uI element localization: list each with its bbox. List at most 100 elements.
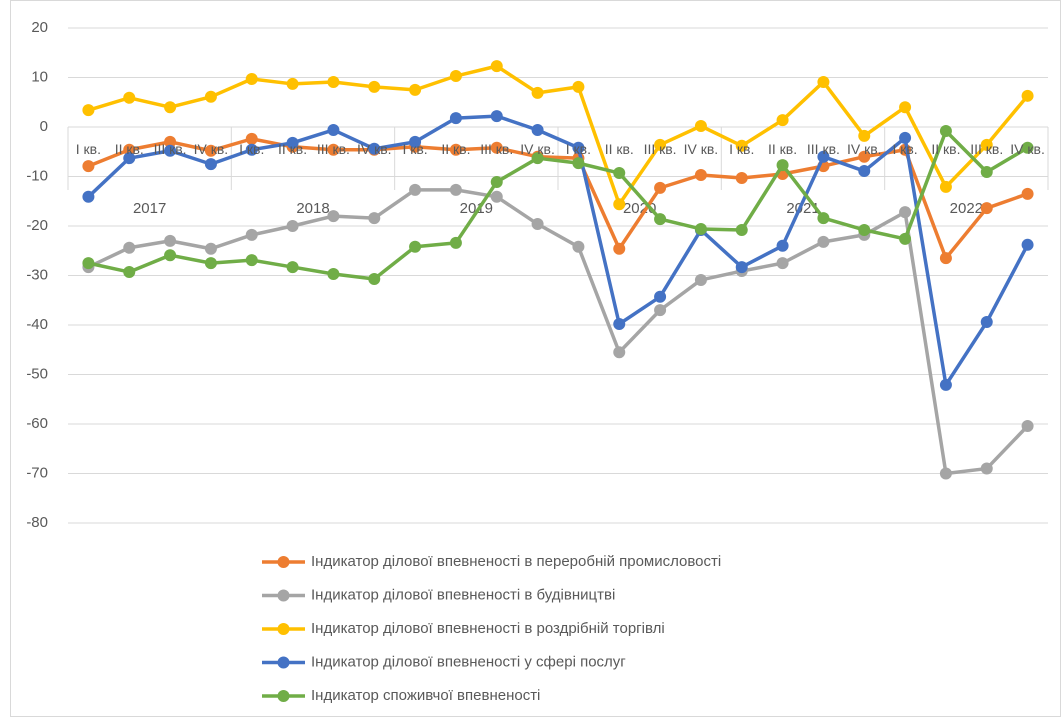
legend-marker [277,656,290,669]
series-marker [409,135,422,148]
legend-label: Індикатор споживчої впевненості [311,687,540,704]
series-marker [286,220,299,232]
y-tick-label: -70 [26,464,48,481]
x-tick-label: IV кв. [683,141,719,157]
series-marker [613,198,626,211]
series-marker [817,235,830,248]
series-marker [123,91,136,104]
x-tick-label: IV кв. [356,141,392,157]
series-marker [572,141,585,154]
series-marker [939,378,952,391]
series-marker [980,202,993,215]
y-tick-label: -60 [26,415,48,432]
series-marker [204,158,217,171]
series-line [87,188,1029,476]
y-tick-label: -20 [26,217,48,234]
x-tick-label: III кв. [316,141,350,157]
x-tick-label: II кв. [278,141,308,157]
series-marker [490,60,503,73]
legend-label: Індикатор ділової впевненості у сфері по… [311,653,626,670]
series-marker [327,143,340,156]
series-marker [327,210,340,223]
series-marker [368,80,381,93]
series-marker [490,175,503,188]
series-marker [245,254,258,267]
x-tick-label: IV кв. [193,141,229,157]
series-marker [572,240,585,253]
series-marker [531,152,544,165]
series-marker [368,212,381,225]
series-marker [164,144,177,157]
series-marker [368,142,381,155]
x-tick-label: I кв. [892,141,918,157]
series-line [87,114,1030,387]
series-marker [776,114,789,127]
series-marker [980,462,993,475]
series-marker [164,249,177,262]
series-marker [654,181,667,194]
group-label: 2022 [950,200,983,217]
series-marker [654,304,667,317]
series-marker [1021,141,1034,154]
series-marker [939,467,952,480]
series-marker [245,228,258,241]
series-line [88,129,1029,281]
series-marker [1021,89,1034,102]
series-marker [327,75,340,88]
x-tick-label: III кв. [480,141,514,157]
series-marker [776,239,789,252]
series-marker [694,120,707,133]
series-line [87,64,1029,206]
series-marker [654,213,667,226]
series-marker [858,165,871,178]
series-marker [204,242,217,255]
y-tick-label: 10 [31,68,48,85]
series-marker [327,268,340,281]
chart-frame [10,0,1061,717]
x-tick-label: I кв. [239,141,265,157]
series-marker [694,169,707,182]
series-marker [123,241,136,254]
y-tick-label: -80 [26,514,48,531]
series-marker [817,150,830,163]
legend-marker [277,556,290,568]
series-marker [572,80,585,93]
series-marker [286,136,299,149]
series-marker [613,346,626,359]
x-tick-label: II кв. [768,141,798,157]
series-marker [735,139,748,152]
series-marker [899,232,912,245]
series-marker [980,166,993,179]
x-tick-label: I кв. [402,141,428,157]
x-tick-label: III кв. [153,141,187,157]
series-marker [531,123,544,136]
series-marker [449,183,462,196]
x-tick-label: IV кв. [1010,141,1045,157]
series-marker [1021,238,1034,251]
series-marker [980,138,993,151]
series-marker [858,150,871,163]
series-marker [490,110,503,123]
legend-label: Індикатор ділової впевненості в переробн… [311,553,721,570]
series-marker [613,318,626,331]
series-marker [858,223,871,236]
group-label: 2018 [296,200,329,217]
y-tick-label: 0 [40,118,48,135]
legend-label: Індикатор ділової впевненості в будівниц… [311,586,615,603]
series-marker [204,90,217,103]
series-marker [123,152,136,165]
series-marker [654,290,667,303]
x-tick-label: I кв. [75,141,102,157]
series-marker [286,77,299,90]
series-marker [82,190,95,203]
series-marker [694,222,707,235]
x-tick-label: II кв. [604,141,634,157]
series-marker [82,257,95,270]
series-line [87,137,1029,260]
series-marker [531,218,544,231]
series-marker [817,212,830,225]
series-marker [123,143,136,156]
series-marker [204,144,217,157]
